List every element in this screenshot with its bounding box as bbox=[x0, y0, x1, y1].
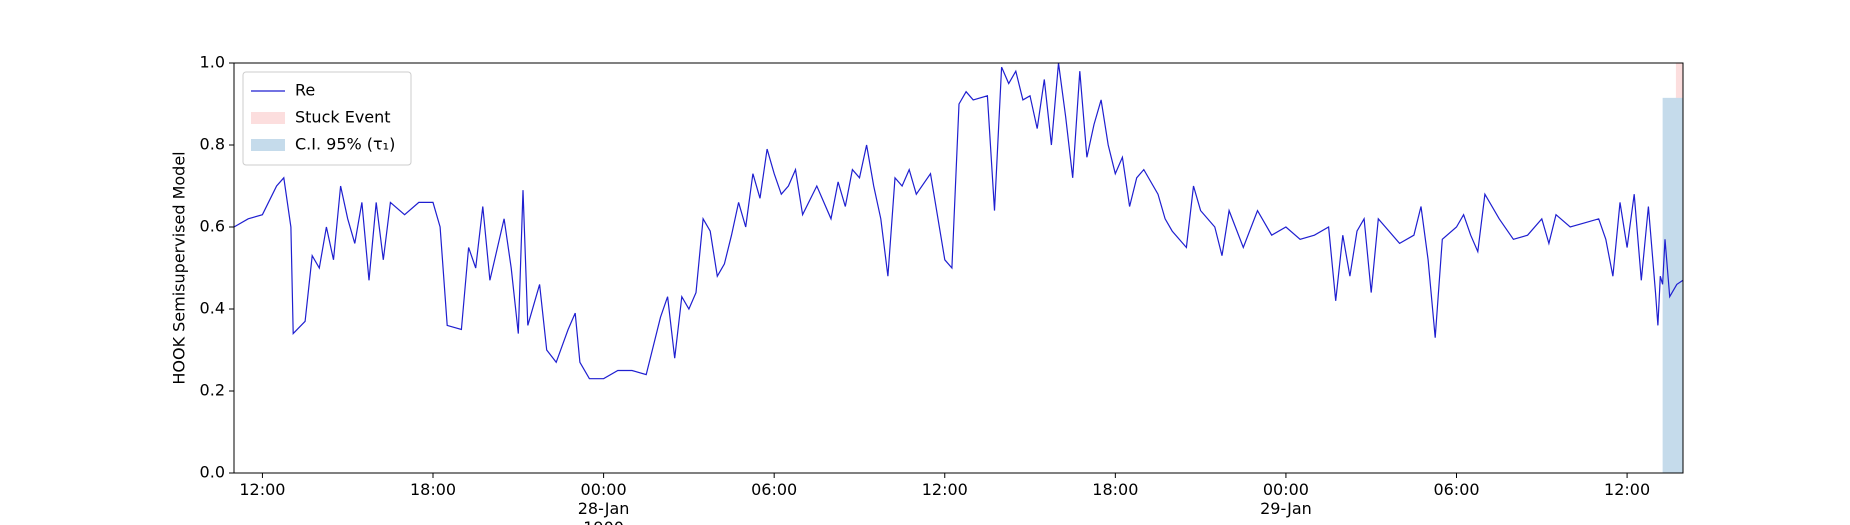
legend-label: Re bbox=[295, 81, 315, 100]
x-tick-label-line: 29-Jan bbox=[1260, 499, 1312, 518]
legend-patch bbox=[251, 139, 285, 151]
y-tick-label: 0.0 bbox=[200, 463, 225, 482]
legend-label: C.I. 95% (τ₁) bbox=[295, 135, 395, 154]
x-tick-label-line: 12:00 bbox=[922, 480, 968, 499]
x-tick-label-line: 06:00 bbox=[1433, 480, 1479, 499]
x-tick-label: 18:00 bbox=[1092, 480, 1138, 499]
y-tick-label: 0.4 bbox=[200, 299, 225, 318]
x-tick-label: 00:00 29-Jan bbox=[1260, 480, 1312, 518]
x-tick-label: 06:00 bbox=[751, 480, 797, 499]
x-tick-label-line: 00:00 bbox=[1263, 480, 1309, 499]
x-tick-label-line: 18:00 bbox=[1092, 480, 1138, 499]
y-tick-label: 0.6 bbox=[200, 217, 225, 236]
legend-patch bbox=[251, 112, 285, 124]
y-tick-label: 1.0 bbox=[200, 53, 225, 72]
x-tick-label: 12:00 bbox=[922, 480, 968, 499]
x-tick-label-line: 18:00 bbox=[410, 480, 456, 499]
y-axis-label: HOOK Semisupervised Model bbox=[170, 151, 189, 384]
x-tick-label-line: 12:00 bbox=[1604, 480, 1650, 499]
axes-frame bbox=[233, 62, 1684, 474]
x-tick-label-line: 28-Jan bbox=[578, 499, 630, 518]
x-tick-label: 12:00 bbox=[1604, 480, 1650, 499]
x-tick-label-line: 12:00 bbox=[239, 480, 285, 499]
shaded-span bbox=[1662, 97, 1683, 473]
data-line bbox=[233, 62, 1684, 380]
legend: Re Stuck Event C.I. 95% (τ₁) bbox=[242, 71, 412, 166]
x-tick-label-line: 00:00 bbox=[581, 480, 627, 499]
legend-label: Stuck Event bbox=[295, 108, 391, 127]
x-tick-label-line: 1900 bbox=[583, 518, 624, 525]
y-tick-label: 0.8 bbox=[200, 135, 225, 154]
x-tick-label-line: 06:00 bbox=[751, 480, 797, 499]
y-tick-label: 0.2 bbox=[200, 381, 225, 400]
x-tick-label: 18:00 bbox=[410, 480, 456, 499]
x-tick-label: 12:00 bbox=[239, 480, 285, 499]
x-tick-label: 06:00 bbox=[1433, 480, 1479, 499]
